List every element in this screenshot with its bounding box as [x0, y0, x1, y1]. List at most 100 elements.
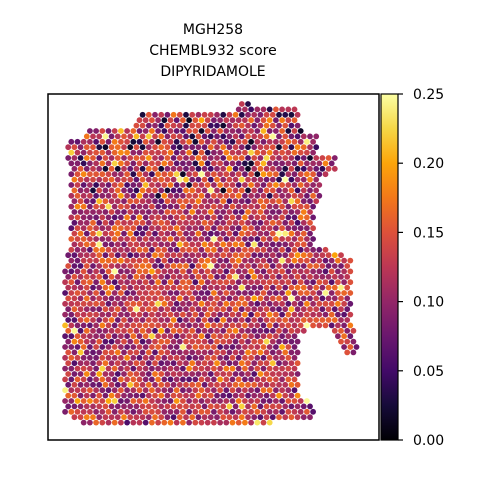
spot-point: [273, 376, 279, 383]
spot-point: [304, 322, 310, 329]
spot-point: [93, 344, 99, 350]
spot-point: [263, 176, 270, 183]
spot-point: [279, 398, 285, 404]
spot-point: [195, 338, 202, 345]
spot-point: [77, 414, 84, 421]
spot-point: [263, 273, 270, 280]
spot-point: [74, 182, 81, 188]
spot-point: [102, 198, 109, 205]
spot-point: [195, 295, 202, 302]
spot-point: [87, 214, 93, 221]
spot-point: [300, 165, 307, 172]
spot-point: [331, 284, 338, 291]
spot-point: [276, 230, 282, 237]
spot-point: [238, 295, 245, 302]
spot-point: [77, 187, 84, 194]
spot-point: [71, 165, 78, 172]
spot-point: [238, 414, 245, 421]
spot-point: [173, 387, 180, 394]
spot-point: [71, 381, 78, 388]
spot-point: [201, 273, 208, 280]
spot-point: [260, 192, 267, 199]
spot-point: [347, 300, 354, 307]
spot-point: [242, 225, 248, 232]
spot-point: [161, 376, 168, 383]
spot-point: [124, 214, 130, 221]
spot-point: [121, 176, 127, 183]
spot-point: [186, 225, 193, 232]
spot-point: [313, 295, 320, 302]
spot-point: [276, 381, 282, 388]
spot-point: [124, 322, 130, 329]
spot-point: [242, 149, 248, 156]
spot-point: [192, 160, 199, 167]
spot-point: [331, 317, 338, 323]
spot-point: [186, 171, 193, 178]
spot-point: [180, 138, 186, 145]
spot-point: [294, 349, 301, 356]
spot-point: [121, 327, 127, 334]
spot-point: [183, 187, 189, 194]
spot-point: [331, 306, 338, 313]
spot-point: [201, 371, 208, 377]
spot-point: [189, 381, 196, 388]
spot-point: [251, 252, 258, 259]
spot-point: [251, 349, 258, 356]
spot-point: [158, 360, 165, 367]
spot-point: [142, 279, 149, 286]
spot-point: [180, 419, 186, 426]
spot-point: [263, 392, 270, 399]
spot-point: [304, 236, 310, 242]
spot-point: [316, 322, 323, 329]
spot-point: [111, 203, 118, 210]
spot-point: [90, 349, 96, 356]
spot-point: [300, 327, 307, 334]
spot-point: [198, 236, 205, 242]
spot-point: [300, 133, 307, 140]
spot-point: [322, 322, 329, 329]
spot-point: [294, 219, 301, 226]
spot-point: [344, 317, 351, 323]
spot-point: [229, 149, 236, 156]
spot-point: [223, 311, 230, 318]
spot-point: [204, 365, 211, 372]
spot-point: [198, 300, 205, 307]
spot-point: [93, 171, 99, 178]
spot-point: [105, 257, 112, 264]
spot-point: [62, 311, 68, 318]
spot-point: [266, 225, 273, 232]
spot-point: [276, 219, 282, 226]
spot-point: [111, 171, 118, 178]
spot-point: [99, 257, 106, 264]
spot-point: [313, 144, 320, 151]
spot-point: [124, 419, 130, 426]
spot-point: [118, 257, 124, 264]
spot-point: [279, 300, 285, 307]
spot-point: [223, 268, 230, 275]
spot-point: [198, 311, 205, 318]
spot-point: [201, 176, 208, 183]
spot-point: [307, 263, 313, 269]
spot-point: [276, 133, 282, 140]
spot-point: [285, 376, 292, 383]
spot-point: [158, 252, 165, 259]
spot-point: [214, 295, 220, 302]
spot-point: [201, 360, 208, 367]
spot-point: [279, 387, 285, 394]
spot-point: [176, 111, 183, 118]
spot-point: [316, 257, 323, 264]
spot-point: [155, 365, 162, 372]
spot-point: [170, 133, 177, 140]
spot-point: [297, 408, 304, 415]
spot-point: [285, 365, 292, 372]
spot-point: [96, 403, 103, 410]
spot-point: [279, 246, 285, 253]
spot-point: [257, 414, 264, 421]
spot-point: [276, 176, 282, 183]
spot-point: [133, 187, 140, 194]
spot-point: [257, 133, 264, 140]
spot-point: [158, 414, 165, 421]
spot-point: [183, 219, 189, 226]
spot-point: [71, 198, 78, 205]
spot-point: [121, 273, 127, 280]
